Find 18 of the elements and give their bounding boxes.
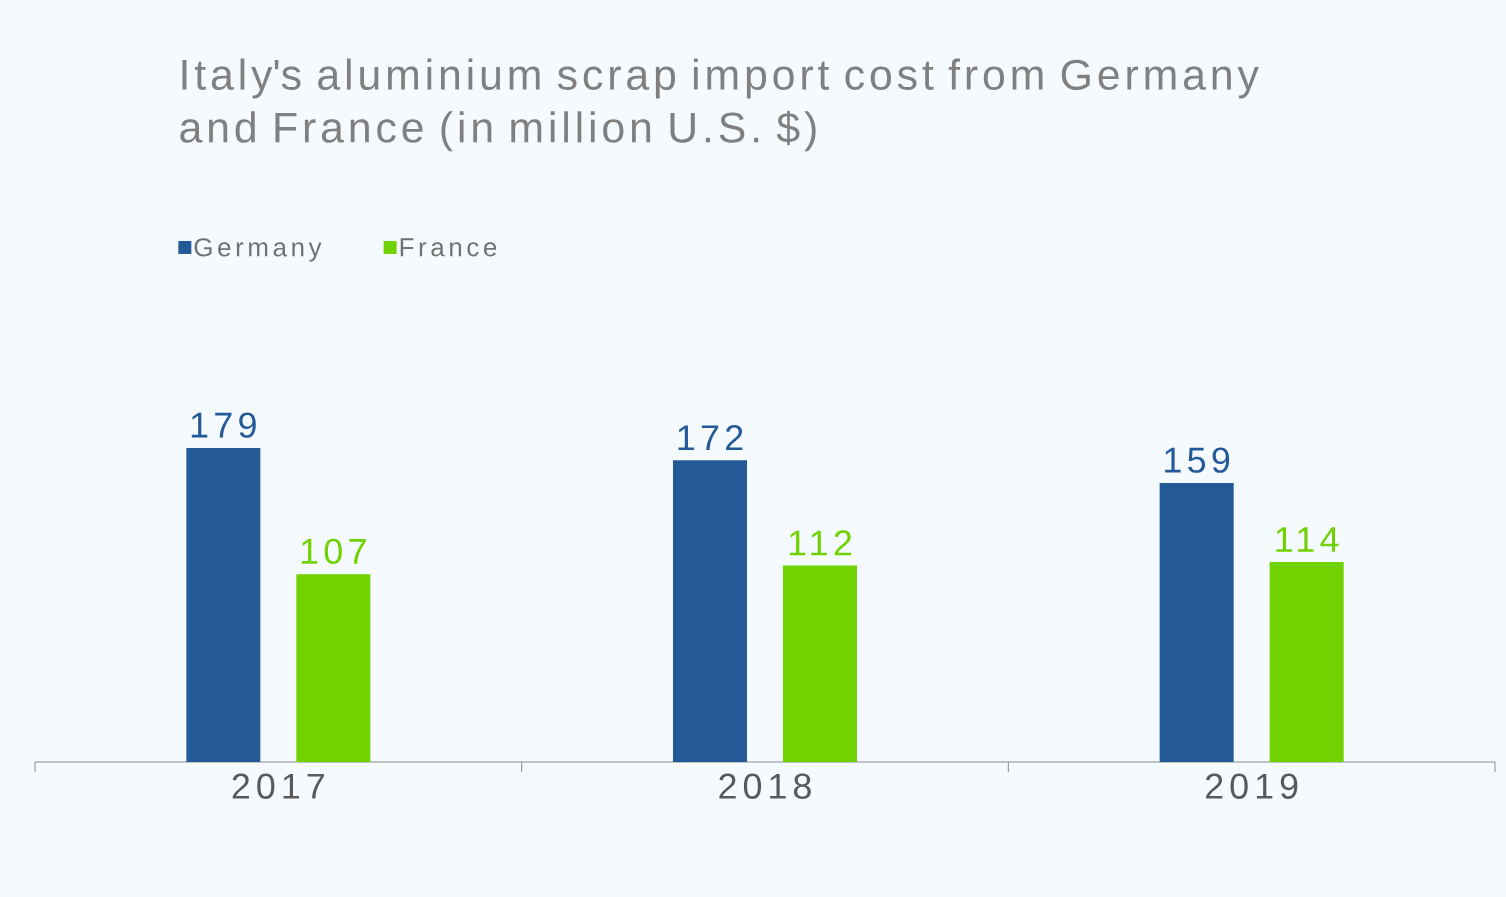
data-label: 159 [1165, 447, 1230, 473]
legend-label: France [400, 238, 497, 257]
data-label: 112 [789, 530, 852, 556]
bar [673, 460, 747, 762]
x-tick-label: 2018 [719, 773, 811, 799]
legend-label: Germany [194, 238, 322, 262]
data-label: 172 [678, 425, 743, 451]
bar [186, 447, 261, 762]
data-label: 107 [301, 538, 366, 565]
bar [296, 574, 371, 762]
x-tick-label: 2019 [1206, 773, 1298, 799]
bar [1159, 483, 1234, 762]
bar [1269, 562, 1344, 762]
data-label: 179 [191, 412, 256, 438]
chart-title: Italy's aluminium scrap import cost from Germany and France (in million U.S. $) [180, 58, 1259, 152]
bar [783, 565, 857, 762]
data-label: 114 [1276, 527, 1339, 552]
x-tick-label: 2017 [232, 773, 324, 799]
